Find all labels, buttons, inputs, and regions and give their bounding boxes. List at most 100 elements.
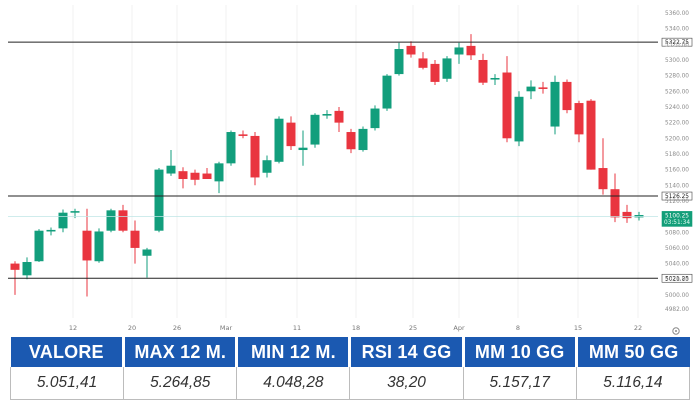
stat-value: 5.051,41 <box>9 367 124 400</box>
level-label: 5100.25 <box>665 213 689 219</box>
candle-body <box>466 45 476 56</box>
y-tick-label: 5040.00 <box>665 262 689 268</box>
level-sublabel: 03:51:34 <box>664 220 690 226</box>
candle-body <box>382 75 392 109</box>
candle <box>442 56 452 82</box>
candle-body <box>178 171 188 180</box>
settings-icon[interactable] <box>672 327 680 335</box>
x-tick-label: 8 <box>516 324 520 332</box>
candle-body <box>598 168 608 190</box>
stat-header: VALORE <box>10 337 124 367</box>
candle-body <box>334 110 344 123</box>
y-tick-label: 5340.00 <box>665 27 689 33</box>
y-tick-label: 5240.00 <box>665 105 689 111</box>
candle <box>562 79 572 114</box>
candle <box>478 53 488 86</box>
candle-body <box>130 230 140 248</box>
candle-body <box>58 212 68 229</box>
candle-body <box>286 122 296 147</box>
y-tick-label: 5200.00 <box>665 136 689 142</box>
candle-body <box>478 59 488 83</box>
level-label-box <box>661 191 693 201</box>
candle-body <box>526 86 536 92</box>
candle-body <box>118 210 128 231</box>
candle <box>454 42 464 64</box>
candle-body <box>622 211 632 219</box>
candle-body <box>142 249 152 256</box>
candle-body <box>238 134 248 136</box>
candle <box>346 128 356 154</box>
candle <box>538 81 548 94</box>
y-tick-label: 5080.00 <box>665 230 689 236</box>
candle-body <box>190 172 200 180</box>
candle <box>94 228 104 263</box>
candle-body <box>274 118 284 162</box>
candle <box>322 110 332 119</box>
candle <box>406 41 416 58</box>
level-label-box <box>661 273 693 283</box>
candle-body <box>346 132 356 150</box>
candle <box>22 257 32 280</box>
candle <box>610 173 620 223</box>
y-tick-label: 5300.00 <box>665 58 689 64</box>
candle-body <box>166 165 176 174</box>
candle <box>178 167 188 189</box>
x-axis: 12 20 26 Mar 11 18 25 Apr 8 15 22 <box>69 324 642 332</box>
candle <box>430 59 440 86</box>
candle <box>394 42 404 76</box>
candle <box>526 80 536 100</box>
x-tick-label: 20 <box>128 324 136 332</box>
candle <box>202 168 212 180</box>
candle <box>286 116 296 151</box>
level-label: 5021.25 <box>665 276 689 282</box>
x-tick-label: 25 <box>409 324 417 332</box>
y-tick-label: 5000.00 <box>665 293 689 299</box>
candle <box>550 75 560 135</box>
candle <box>262 155 272 178</box>
candle <box>514 91 524 147</box>
candlestick-chart: 5322.75 5126.25 5021.25 5100.25 03:51:34 536… <box>8 5 693 335</box>
level-label: 5126.25 <box>665 194 689 200</box>
candle-body <box>418 58 428 68</box>
candle <box>310 113 320 148</box>
stat-header: MAX 12 M. <box>122 337 237 367</box>
candles <box>10 34 644 297</box>
candle <box>334 106 344 133</box>
candle <box>190 169 200 186</box>
candle-body <box>394 49 404 75</box>
stats-value-row: 5.051,41 5.264,85 4.048,28 38,20 5.157,1… <box>9 367 691 400</box>
y-tick-label: 4982.00 <box>665 307 689 313</box>
level-label: 5322.75 <box>665 40 689 46</box>
candle-body <box>10 263 20 270</box>
candle-body <box>562 81 572 111</box>
y-axis: 5360.00 5340.00 5320.00 5300.00 5280.00 5260.… <box>665 11 689 313</box>
candle-body <box>574 103 584 135</box>
y-tick-label: 5120.00 <box>665 199 689 205</box>
stat-header: MIN 12 M. <box>235 337 350 367</box>
x-tick-label: Apr <box>453 324 465 332</box>
candle <box>82 208 92 297</box>
candle <box>466 34 476 60</box>
stat-value: 38,20 <box>349 367 464 400</box>
stat-header: MM 10 GG <box>461 337 577 367</box>
candle-body <box>502 72 512 139</box>
y-tick-label: 5140.00 <box>665 183 689 189</box>
stat-value: 4.048,28 <box>236 367 350 400</box>
candle <box>298 130 308 166</box>
candle <box>370 105 380 131</box>
level-label-box <box>661 37 693 47</box>
candle-body <box>34 230 44 262</box>
y-tick-label: 5060.00 <box>665 246 689 252</box>
candle <box>502 56 512 143</box>
x-tick-label: 22 <box>634 324 642 332</box>
candle <box>586 99 596 170</box>
candle <box>574 100 584 143</box>
candle-body <box>154 169 164 231</box>
candle-body <box>106 210 116 231</box>
stat-value: 5.116,14 <box>575 367 691 400</box>
candle-body <box>430 63 440 82</box>
candle <box>166 150 176 176</box>
candle-body <box>94 231 104 262</box>
y-tick-label: 5260.00 <box>665 89 689 95</box>
